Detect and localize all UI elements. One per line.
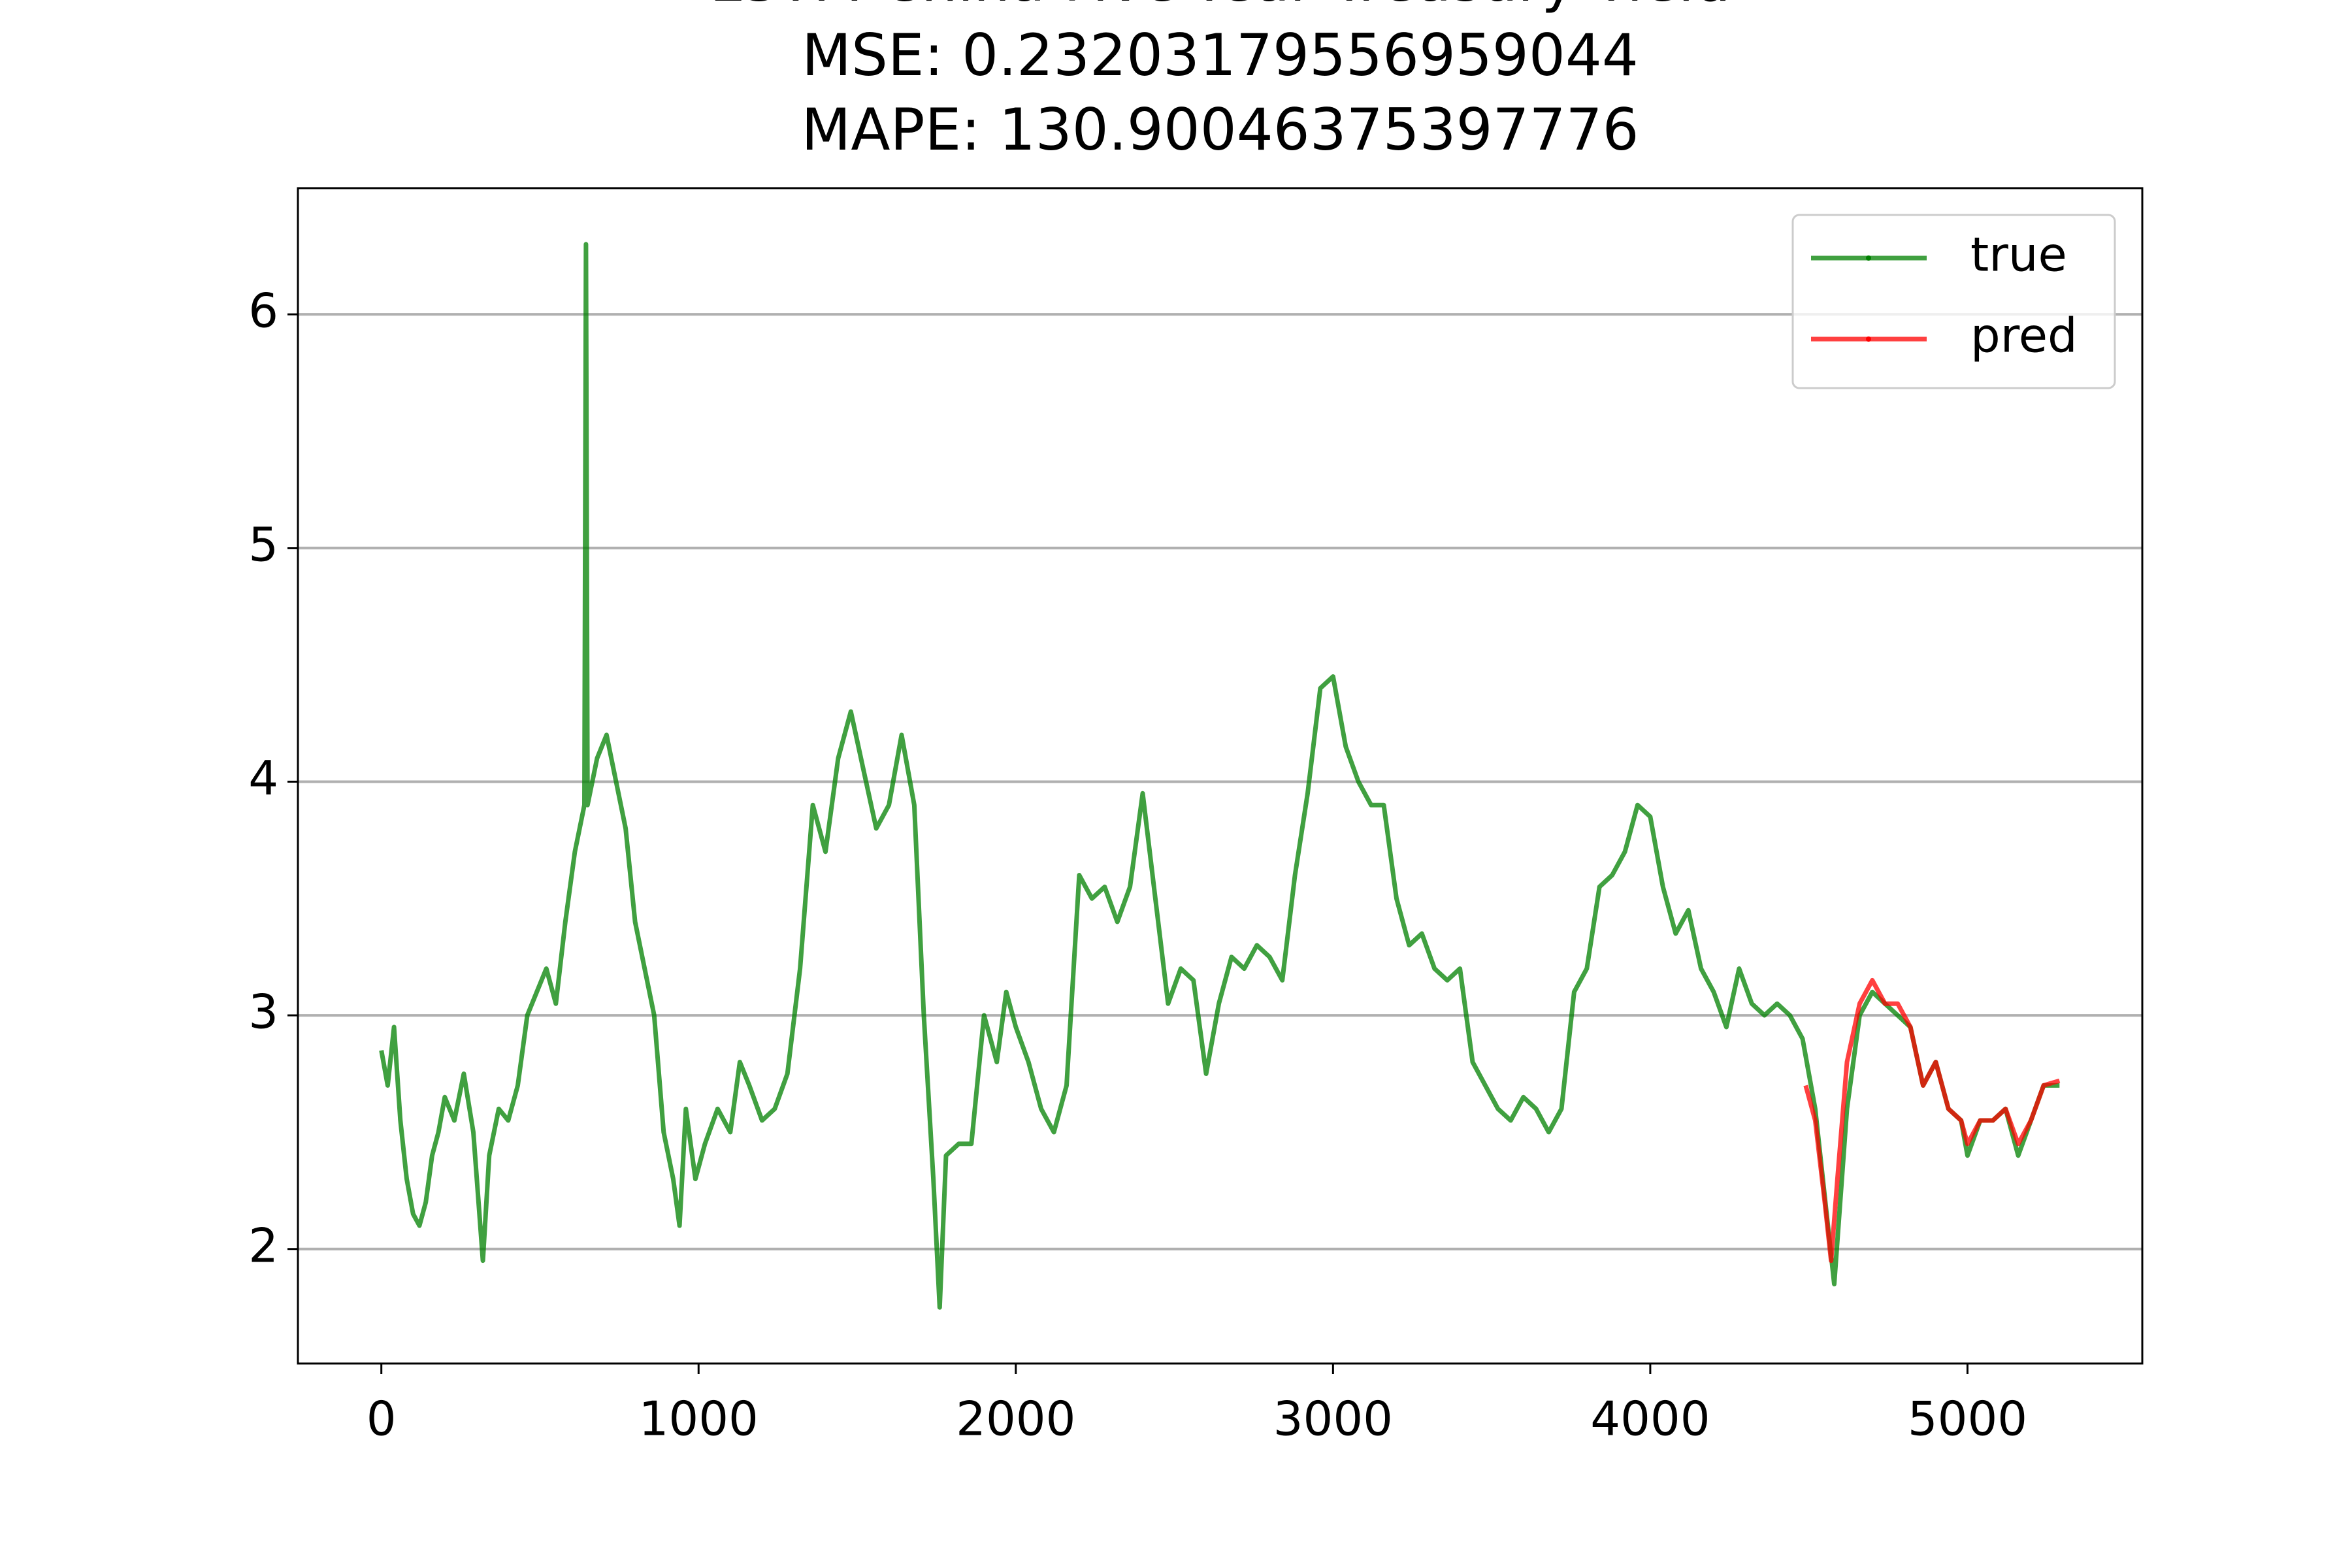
y-tick-label: 4 (248, 751, 278, 806)
chart-title: MAPE: 130.90046375397776 (801, 96, 1639, 163)
x-tick-label: 4000 (1590, 1392, 1710, 1446)
y-tick-label: 2 (248, 1218, 278, 1273)
chart-title: MSE: 0.23203179556959044 (802, 22, 1639, 89)
series-line (1803, 977, 2061, 1264)
x-tick-label: 1000 (639, 1392, 759, 1446)
y-tick-label: 5 (248, 517, 278, 572)
y-tick-label: 6 (248, 284, 278, 338)
y-tick-label: 3 (248, 985, 278, 1039)
x-tick-label: 2000 (956, 1392, 1075, 1446)
x-tick-label: 5000 (1908, 1392, 2027, 1446)
plot-frame (297, 187, 2144, 1365)
legend-label: true (1970, 227, 2067, 282)
x-tick-label: 3000 (1273, 1392, 1393, 1446)
chart-title: LSTM China Five-Year Treasury Yield (710, 0, 1731, 14)
legend-marker (1866, 255, 1871, 261)
x-tick-label: 0 (367, 1392, 397, 1446)
legend-marker (1866, 336, 1871, 342)
legend-label: pred (1970, 308, 2078, 363)
series-line (379, 242, 2060, 1310)
